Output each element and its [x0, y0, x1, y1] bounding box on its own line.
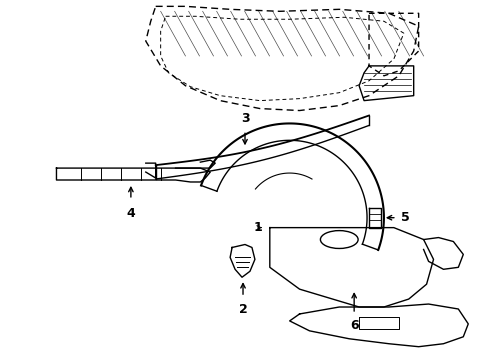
Text: 4: 4 — [126, 207, 135, 220]
Text: 1: 1 — [253, 221, 262, 234]
Text: 6: 6 — [350, 319, 359, 332]
Text: 5: 5 — [401, 211, 410, 224]
Text: 2: 2 — [239, 303, 247, 316]
Text: 3: 3 — [241, 112, 249, 125]
